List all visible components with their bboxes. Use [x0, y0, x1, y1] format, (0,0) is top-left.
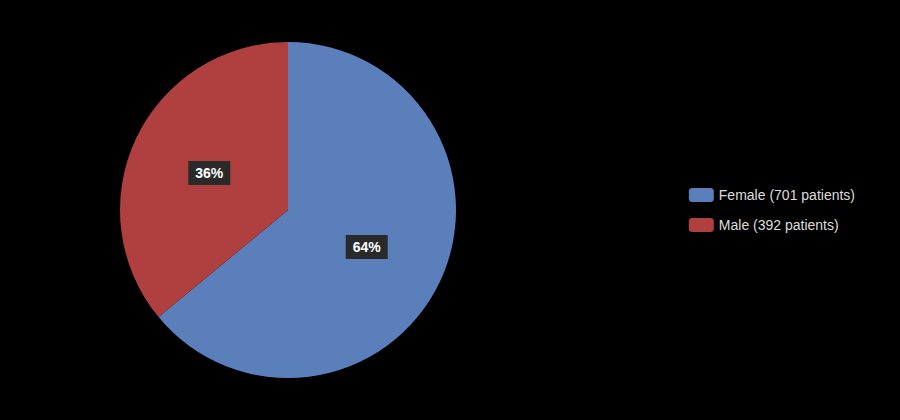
- svg-text:Female (701 patients): Female (701 patients): [719, 187, 855, 203]
- svg-text:36%: 36%: [195, 165, 224, 181]
- svg-text:Male (392 patients): Male (392 patients): [719, 217, 839, 233]
- svg-text:64%: 64%: [353, 239, 382, 255]
